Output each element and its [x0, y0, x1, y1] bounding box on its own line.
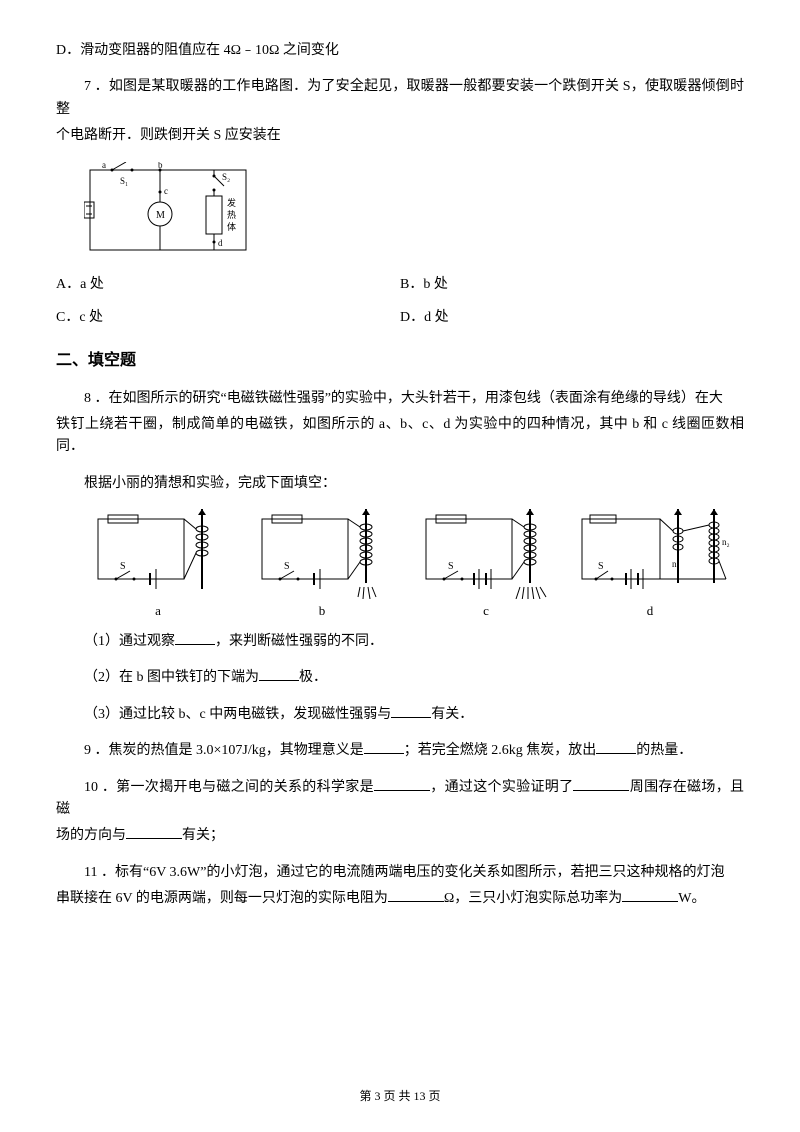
q7-stem-line2: 个电路断开．则跌倒开关 S 应安装在	[56, 125, 744, 147]
heater-l3: 体	[227, 221, 236, 232]
q8-sub2a: （2）在 b 图中铁钉的下端为	[84, 670, 259, 685]
q9: 9 ．焦炭的热值是 3.0×107J/kg，其物理意义是 ；若完全燃烧 2.6kg…	[56, 740, 744, 762]
q7-options-row1: A．a 处 B．b 处	[56, 272, 744, 297]
q8-sub2: （2）在 b 图中铁钉的下端为 极．	[56, 667, 744, 689]
blank	[596, 740, 636, 754]
blank	[388, 888, 444, 902]
q8-circuit-c: S c	[412, 509, 560, 619]
q11-line2: 串联接在 6V 的电源两端，则每一只灯泡的实际电阻为 Ω，三只小灯泡实际总功率为 W…	[56, 888, 744, 910]
label-M: M	[156, 210, 165, 221]
q7-opt-b: B．b 处	[400, 272, 744, 297]
blank	[374, 777, 430, 791]
q8-label-c: c	[412, 603, 560, 619]
q6-opt-d: D．滑动变阻器的阻值应在 4Ω﹣10Ω 之间变化	[56, 40, 744, 62]
q8-sub2b: 极．	[299, 670, 327, 685]
q11d: W。	[678, 891, 705, 906]
q10a: 10 ．第一次揭开电与磁之间的关系的科学家是	[84, 780, 374, 795]
q7-stem-line1: 7 ．如图是某取暖器的工作电路图．为了安全起见，取暖器一般都要安装一个跌倒开关 …	[56, 76, 744, 121]
blank	[622, 888, 678, 902]
q8-sub3: （3）通过比较 b、c 中两电磁铁，发现磁性强弱与 有关．	[56, 704, 744, 726]
q8-circuit-d: S n₁ n₂	[576, 509, 724, 619]
blank	[126, 825, 182, 839]
q7-opt-d: D．d 处	[400, 305, 744, 330]
q8-label-d: d	[576, 603, 724, 619]
q8-label-b: b	[248, 603, 396, 619]
q10e: 有关；	[182, 828, 224, 843]
q8-circuit-b: S b	[248, 509, 396, 619]
q8-sub1: （1）通过观察 ，来判断磁性强弱的不同．	[56, 631, 744, 653]
svg-text:S: S	[284, 561, 290, 572]
q10-line1: 10 ．第一次揭开电与磁之间的关系的科学家是，通过这个实验证明了周围存在磁场，且…	[56, 777, 744, 822]
svg-text:S: S	[120, 561, 126, 572]
q9b: ；若完全燃烧 2.6kg 焦炭，放出	[404, 743, 597, 758]
q8-sub3b: 有关．	[431, 707, 473, 722]
q8-label-a: a	[84, 603, 232, 619]
label-a: a	[102, 162, 106, 170]
svg-text:n₂: n₂	[722, 537, 730, 547]
q7-circuit-diagram: a S₁ b c M S₂ 发 热 体 d	[84, 162, 252, 258]
q7-opt-a: A．a 处	[56, 272, 400, 297]
label-c: c	[164, 186, 168, 196]
heater-l1: 发	[227, 197, 236, 208]
label-d: d	[218, 238, 223, 248]
q8-sub1b: ，来判断磁性强弱的不同．	[215, 634, 383, 649]
blank	[259, 667, 299, 681]
q9a: 9 ．焦炭的热值是 3.0×107J/kg，其物理意义是	[84, 743, 364, 758]
q10-line2: 场的方向与 有关；	[56, 825, 744, 847]
blank	[391, 704, 431, 718]
page-footer: 第 3 页 共 13 页	[0, 1087, 800, 1104]
q11-line1: 11 ．标有“6V 3.6W”的小灯泡，通过它的电流随两端电压的变化关系如图所示…	[56, 862, 744, 884]
q7-opt-c: C．c 处	[56, 305, 400, 330]
heater-l2: 热	[227, 209, 236, 220]
q11c: Ω，三只小灯泡实际总功率为	[444, 891, 622, 906]
q8-circuits: S a S	[84, 509, 744, 619]
q10b: ，通过这个实验证明了	[430, 780, 574, 795]
q10d: 场的方向与	[56, 828, 126, 843]
svg-text:S: S	[448, 561, 454, 572]
label-s2: S₂	[222, 172, 230, 182]
blank	[364, 740, 404, 754]
section-2-title: 二、填空题	[56, 348, 744, 374]
q8-sub3a: （3）通过比较 b、c 中两电磁铁，发现磁性强弱与	[84, 707, 391, 722]
svg-text:S: S	[598, 561, 604, 572]
q8-sub1a: （1）通过观察	[84, 634, 175, 649]
svg-text:n₁: n₁	[672, 559, 680, 569]
q8-p1b: 铁钉上绕若干圈，制成简单的电磁铁，如图所示的 a、b、c、d 为实验中的四种情况…	[56, 414, 744, 459]
q8-p1a: 8 ．在如图所示的研究“电磁铁磁性强弱”的实验中，大头针若干，用漆包线（表面涂有…	[56, 388, 744, 410]
q11b: 串联接在 6V 的电源两端，则每一只灯泡的实际电阻为	[56, 891, 388, 906]
q7-options-row2: C．c 处 D．d 处	[56, 305, 744, 330]
label-s1: S₁	[120, 176, 128, 186]
blank	[175, 631, 215, 645]
q8-p2: 根据小丽的猜想和实验，完成下面填空：	[56, 473, 744, 495]
q9c: 的热量．	[636, 743, 692, 758]
q8-circuit-a: S a	[84, 509, 232, 619]
blank	[573, 777, 629, 791]
